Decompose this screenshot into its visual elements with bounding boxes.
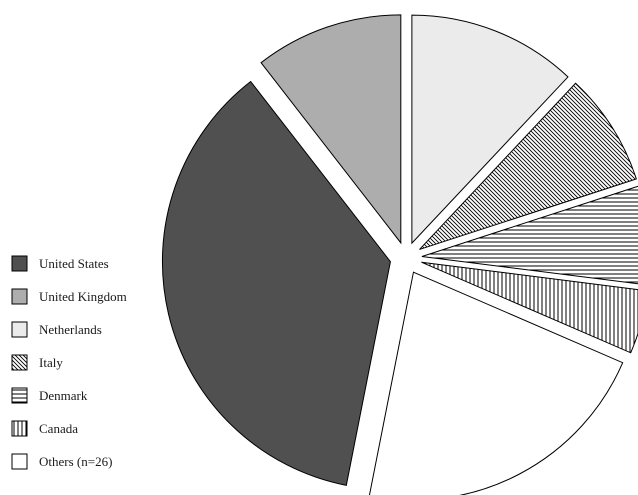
legend-swatch-others-n-26 xyxy=(11,453,28,470)
legend-label-united-kingdom: United Kingdom xyxy=(39,289,127,304)
pie-slice-denmark xyxy=(421,185,638,285)
pie-slice-united-kingdom xyxy=(260,14,402,245)
pie-slice-canada xyxy=(421,261,638,354)
legend-swatch-united-kingdom xyxy=(11,288,28,305)
pie-slice-netherlands xyxy=(411,14,569,245)
legend-swatch-netherlands xyxy=(11,321,28,338)
legend-swatch-italy xyxy=(11,354,28,371)
pie-slice-others-n-26 xyxy=(368,271,624,495)
legend-swatch-united-states xyxy=(11,255,28,272)
legend-label-united-states: United States xyxy=(39,256,109,271)
legend-label-others-n-26: Others (n=26) xyxy=(39,454,112,469)
pie-slices xyxy=(161,14,638,495)
legend-swatch-denmark xyxy=(11,387,28,404)
legend-label-denmark: Denmark xyxy=(39,388,88,403)
pie-slice-united-states xyxy=(161,80,391,486)
legend: United States United Kingdom Netherlands It… xyxy=(11,255,127,470)
legend-label-netherlands: Netherlands xyxy=(39,322,102,337)
pie-slice-italy xyxy=(419,82,637,250)
legend-label-italy: Italy xyxy=(39,355,63,370)
legend-label-canada: Canada xyxy=(39,421,78,436)
legend-swatch-canada xyxy=(11,420,28,437)
